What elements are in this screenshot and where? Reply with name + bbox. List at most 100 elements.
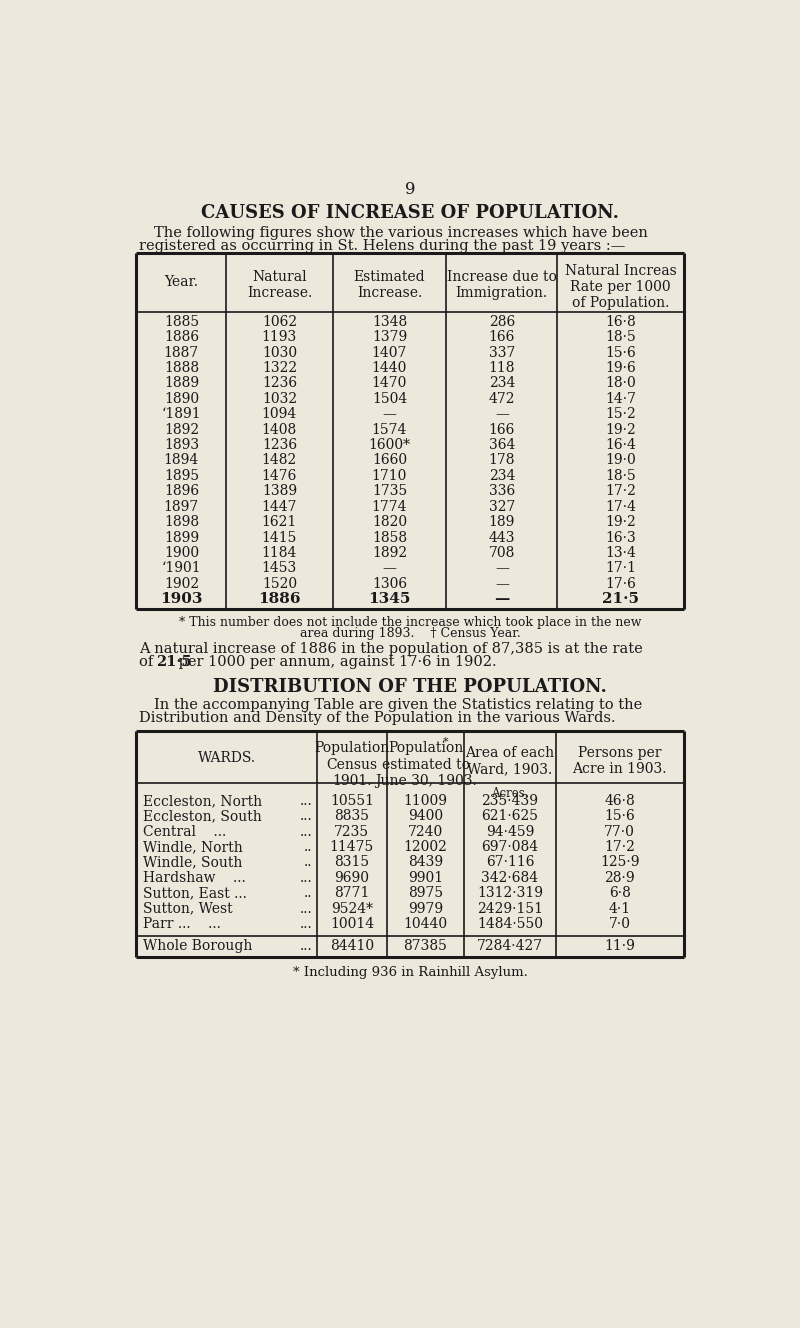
Text: 1379: 1379: [372, 331, 407, 344]
Text: 21·5: 21·5: [602, 592, 639, 606]
Text: 10014: 10014: [330, 918, 374, 931]
Text: 18·0: 18·0: [605, 377, 636, 390]
Text: Windle, South: Windle, South: [142, 855, 242, 870]
Text: 1520: 1520: [262, 576, 297, 591]
Text: 9524*: 9524*: [331, 902, 373, 915]
Text: 364: 364: [489, 438, 515, 452]
Text: 1710: 1710: [372, 469, 407, 483]
Text: 9: 9: [405, 181, 415, 198]
Text: 1886: 1886: [258, 592, 301, 606]
Text: Area of each
Ward, 1903.: Area of each Ward, 1903.: [466, 746, 554, 777]
Text: Increase due to
Immigration.: Increase due to Immigration.: [447, 270, 557, 300]
Text: 16·3: 16·3: [605, 530, 636, 544]
Text: 1888: 1888: [164, 361, 199, 374]
Text: 1885: 1885: [164, 315, 199, 329]
Text: 12002: 12002: [403, 841, 447, 854]
Text: 621·625: 621·625: [482, 809, 538, 823]
Text: 336: 336: [489, 485, 515, 498]
Text: 1574: 1574: [372, 422, 407, 437]
Text: 1903: 1903: [160, 592, 202, 606]
Text: 286: 286: [489, 315, 515, 329]
Text: Sutton, West: Sutton, West: [142, 902, 232, 915]
Text: 7·0: 7·0: [609, 918, 630, 931]
Text: 11·9: 11·9: [604, 939, 635, 954]
Text: 1820: 1820: [372, 515, 407, 529]
Text: The following figures show the various increases which have been: The following figures show the various i…: [154, 226, 648, 240]
Text: 189: 189: [489, 515, 515, 529]
Text: 1504: 1504: [372, 392, 407, 406]
Text: 166: 166: [489, 331, 515, 344]
Text: 342·684: 342·684: [482, 871, 538, 884]
Text: Central    ...: Central ...: [142, 825, 226, 839]
Text: 8975: 8975: [408, 886, 443, 900]
Text: 1389: 1389: [262, 485, 297, 498]
Text: 1886: 1886: [164, 331, 199, 344]
Text: 7284·427: 7284·427: [477, 939, 543, 954]
Text: 8315: 8315: [334, 855, 370, 870]
Text: Population
estimated to
June 30, 1903.: Population estimated to June 30, 1903.: [374, 741, 476, 788]
Text: 472: 472: [489, 392, 515, 406]
Text: Eccleston, South: Eccleston, South: [142, 809, 262, 823]
Text: —: —: [382, 408, 397, 421]
Text: 8439: 8439: [408, 855, 443, 870]
Text: 697·084: 697·084: [482, 841, 538, 854]
Text: 118: 118: [489, 361, 515, 374]
Text: 327: 327: [489, 499, 515, 514]
Text: 1735: 1735: [372, 485, 407, 498]
Text: —: —: [495, 408, 509, 421]
Text: 9690: 9690: [334, 871, 370, 884]
Text: 1453: 1453: [262, 562, 297, 575]
Text: 166: 166: [489, 422, 515, 437]
Text: 19·6: 19·6: [605, 361, 636, 374]
Text: ...: ...: [300, 825, 312, 839]
Text: 1322: 1322: [262, 361, 297, 374]
Text: 443: 443: [489, 530, 515, 544]
Text: 708: 708: [489, 546, 515, 560]
Text: ...: ...: [300, 939, 312, 954]
Text: 1470: 1470: [372, 377, 407, 390]
Text: 234: 234: [489, 377, 515, 390]
Text: 1892: 1892: [372, 546, 407, 560]
Text: 1894: 1894: [164, 453, 199, 467]
Text: 19·2: 19·2: [605, 515, 636, 529]
Text: 1476: 1476: [262, 469, 297, 483]
Text: 84410: 84410: [330, 939, 374, 954]
Text: In the accompanying Table are given the Statistics relating to the: In the accompanying Table are given the …: [154, 699, 642, 712]
Text: 337: 337: [489, 345, 515, 360]
Text: 1236: 1236: [262, 377, 297, 390]
Text: 2429·151: 2429·151: [477, 902, 543, 915]
Text: 1407: 1407: [372, 345, 407, 360]
Text: 9901: 9901: [408, 871, 443, 884]
Text: 8771: 8771: [334, 886, 370, 900]
Text: 1482: 1482: [262, 453, 297, 467]
Text: Population
Census
1901.: Population Census 1901.: [314, 741, 390, 788]
Text: 1900: 1900: [164, 546, 199, 560]
Text: ...: ...: [300, 871, 312, 884]
Text: A natural increase of 1886 in the population of 87,385 is at the rate: A natural increase of 1886 in the popula…: [138, 643, 642, 656]
Text: Eccleston, North: Eccleston, North: [142, 794, 262, 807]
Text: 235·439: 235·439: [482, 794, 538, 807]
Text: Whole Borough: Whole Borough: [142, 939, 252, 954]
Text: Natural Increas
Rate per 1000
of Population.: Natural Increas Rate per 1000 of Populat…: [565, 264, 676, 311]
Text: ...: ...: [300, 809, 312, 823]
Text: 1030: 1030: [262, 345, 297, 360]
Text: 1440: 1440: [372, 361, 407, 374]
Text: 15·6: 15·6: [604, 809, 635, 823]
Text: 67·116: 67·116: [486, 855, 534, 870]
Text: Windle, North: Windle, North: [142, 841, 242, 854]
Text: 1621: 1621: [262, 515, 297, 529]
Text: 10551: 10551: [330, 794, 374, 807]
Text: —: —: [495, 562, 509, 575]
Text: 21·5: 21·5: [156, 655, 191, 669]
Text: Year.: Year.: [164, 275, 198, 290]
Text: 1902: 1902: [164, 576, 199, 591]
Text: 17·2: 17·2: [604, 841, 635, 854]
Text: 16·4: 16·4: [605, 438, 636, 452]
Text: 19·2: 19·2: [605, 422, 636, 437]
Text: per 1000 per annum, against 17·6 in 1902.: per 1000 per annum, against 17·6 in 1902…: [174, 655, 497, 669]
Text: 10440: 10440: [403, 918, 447, 931]
Text: 1484·550: 1484·550: [477, 918, 543, 931]
Text: ..: ..: [304, 855, 312, 870]
Text: 17·4: 17·4: [605, 499, 636, 514]
Text: Distribution and Density of the Population in the various Wards.: Distribution and Density of the Populati…: [138, 712, 615, 725]
